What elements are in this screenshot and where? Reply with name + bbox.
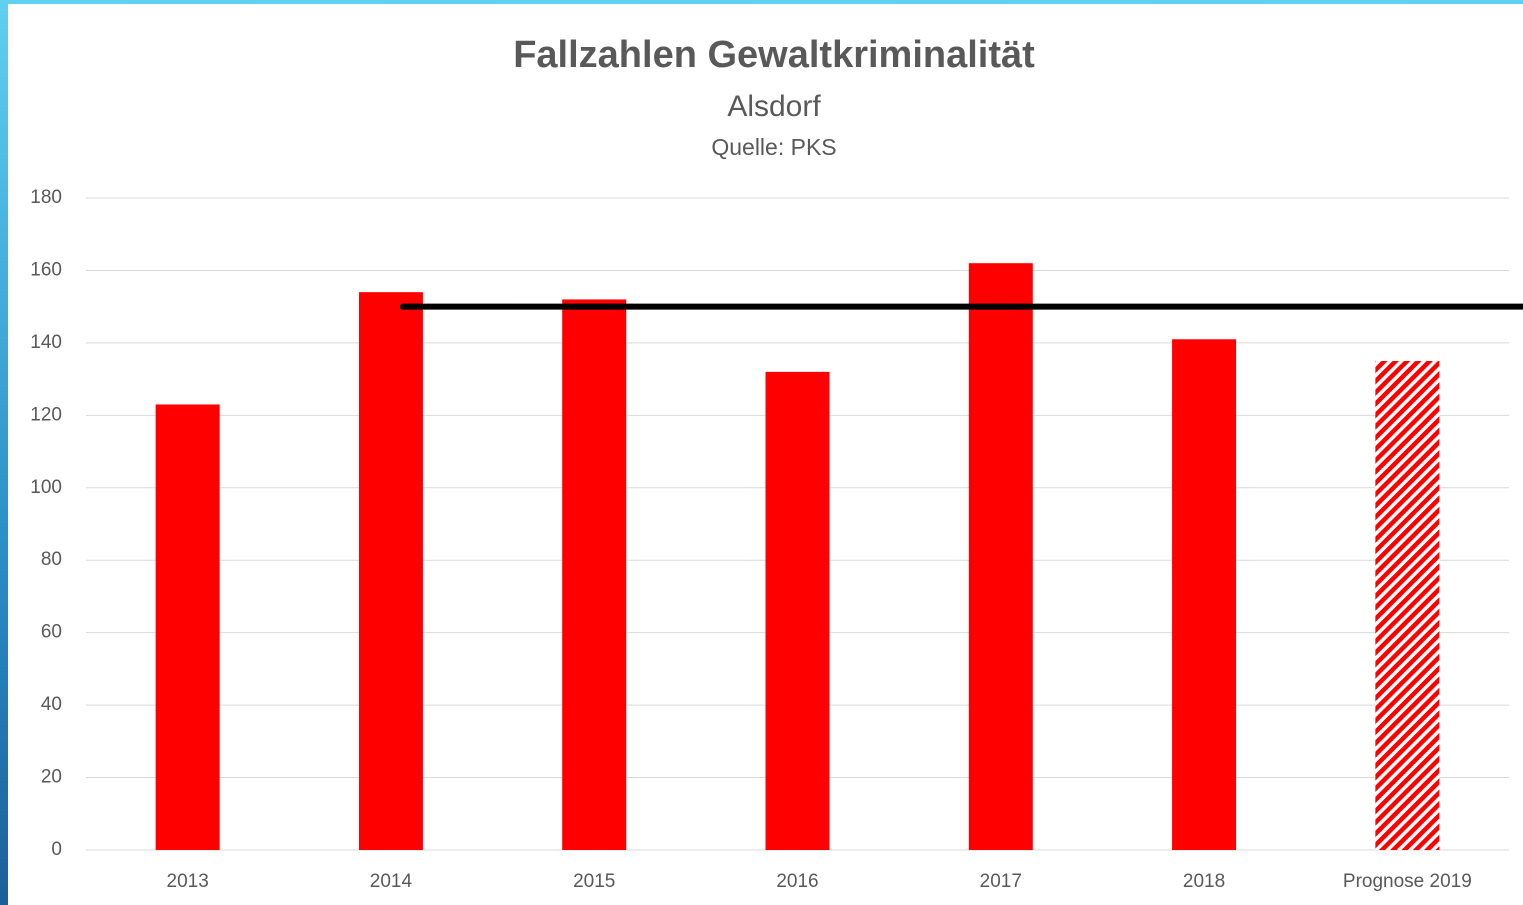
x-tick-label: 2016: [776, 871, 818, 892]
bar: [358, 292, 423, 851]
chart-subtitle: Alsdorf: [727, 90, 821, 123]
y-tick-label: 60: [41, 622, 62, 643]
x-tick-label: 2013: [167, 871, 209, 892]
bar: [765, 371, 830, 850]
chart-source: Quelle: PKS: [711, 134, 836, 160]
y-tick-label: 140: [30, 332, 62, 353]
x-tick-label: 2015: [573, 871, 615, 892]
bar: [968, 263, 1033, 850]
bar: [155, 404, 220, 850]
x-tick-label: Prognose 2019: [1343, 871, 1472, 892]
x-tick-label: 2018: [1183, 871, 1225, 892]
y-tick-label: 160: [30, 259, 62, 280]
bar: [1172, 339, 1237, 850]
y-tick-label: 40: [41, 694, 62, 715]
bar: [562, 299, 627, 850]
chart-title: Fallzahlen Gewaltkriminalität: [513, 34, 1035, 76]
y-tick-label: 0: [51, 839, 62, 860]
y-tick-label: 180: [30, 187, 62, 208]
x-tick-label: 2017: [980, 871, 1022, 892]
y-tick-label: 100: [30, 477, 62, 498]
y-tick-label: 120: [30, 404, 62, 425]
y-tick-label: 20: [41, 767, 62, 788]
bar: [1375, 361, 1440, 850]
x-tick-label: 2014: [370, 871, 413, 892]
y-tick-label: 80: [41, 549, 62, 570]
